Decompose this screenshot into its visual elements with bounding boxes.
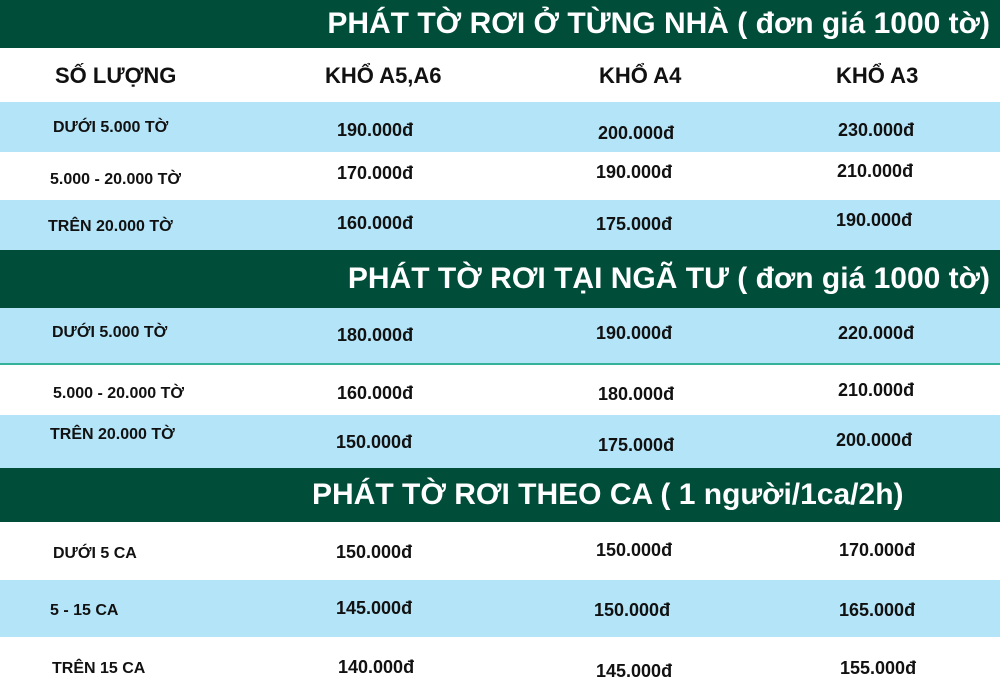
header-a3: KHỔ A3 xyxy=(836,63,919,88)
price-a5-a6: 140.000đ xyxy=(338,657,415,677)
table-row: TRÊN 15 CA 140.000đ 145.000đ 155.000đ xyxy=(0,637,1000,700)
price-a3: 165.000đ xyxy=(839,600,916,620)
price-a4: 200.000đ xyxy=(598,123,675,143)
price-a4: 175.000đ xyxy=(598,435,675,455)
row-label: 5.000 - 20.000 TỜ xyxy=(53,385,185,402)
table-row: 5 - 15 CA 145.000đ 150.000đ 165.000đ xyxy=(0,580,1000,637)
section-banner-door-to-door: PHÁT TỜ RƠI Ở TỪNG NHÀ ( đơn giá 1000 tờ… xyxy=(0,0,1000,48)
header-a5-a6: KHỔ A5,A6 xyxy=(325,63,442,88)
section-title: PHÁT TỜ RƠI TẠI NGÃ TƯ ( đơn giá 1000 tờ… xyxy=(347,262,990,295)
price-a4: 145.000đ xyxy=(596,661,673,681)
price-a5-a6: 160.000đ xyxy=(337,213,414,233)
row-label: TRÊN 20.000 TỜ xyxy=(48,218,173,235)
row-divider xyxy=(0,363,1000,365)
price-a4: 190.000đ xyxy=(596,162,673,182)
column-header-row: SỐ LƯỢNG KHỔ A5,A6 KHỔ A4 KHỔ A3 xyxy=(0,48,1000,102)
price-a4: 150.000đ xyxy=(594,600,671,620)
row-label: DƯỚI 5 CA xyxy=(53,545,137,562)
price-a3: 210.000đ xyxy=(837,161,914,181)
section-title: PHÁT TỜ RƠI THEO CA ( 1 người/1ca/2h) xyxy=(312,478,904,511)
price-a4: 150.000đ xyxy=(596,540,673,560)
price-a3: 170.000đ xyxy=(839,540,916,560)
table-row: TRÊN 20.000 TỜ 160.000đ 175.000đ 190.000… xyxy=(0,200,1000,250)
row-label: TRÊN 20.000 TỜ xyxy=(50,426,175,443)
section-banner-per-shift: PHÁT TỜ RƠI THEO CA ( 1 người/1ca/2h) xyxy=(0,468,1000,522)
header-quantity: SỐ LƯỢNG xyxy=(55,63,177,88)
price-a5-a6: 145.000đ xyxy=(336,598,413,618)
section-banner-intersection: PHÁT TỜ RƠI TẠI NGÃ TƯ ( đơn giá 1000 tờ… xyxy=(0,250,1000,308)
price-a5-a6: 190.000đ xyxy=(337,120,414,140)
table-row: DƯỚI 5.000 TỜ 190.000đ 200.000đ 230.000đ xyxy=(0,102,1000,152)
section-title: PHÁT TỜ RƠI Ở TỪNG NHÀ ( đơn giá 1000 tờ… xyxy=(327,7,990,40)
price-a3: 210.000đ xyxy=(838,380,915,400)
price-a3: 220.000đ xyxy=(838,323,915,343)
row-label: 5.000 - 20.000 TỜ xyxy=(50,171,182,188)
price-a4: 175.000đ xyxy=(596,214,673,234)
price-a5-a6: 160.000đ xyxy=(337,383,414,403)
table-row: 5.000 - 20.000 TỜ 160.000đ 180.000đ 210.… xyxy=(0,365,1000,415)
price-a5-a6: 180.000đ xyxy=(337,325,414,345)
price-a3: 200.000đ xyxy=(836,430,913,450)
price-a3: 190.000đ xyxy=(836,210,913,230)
table-row: 5.000 - 20.000 TỜ 170.000đ 190.000đ 210.… xyxy=(0,152,1000,200)
table-row: DƯỚI 5.000 TỜ 180.000đ 190.000đ 220.000đ xyxy=(0,308,1000,363)
row-label: DƯỚI 5.000 TỜ xyxy=(52,324,168,341)
price-a5-a6: 170.000đ xyxy=(337,163,414,183)
header-a4: KHỔ A4 xyxy=(599,63,682,88)
price-a4: 190.000đ xyxy=(596,323,673,343)
price-a3: 155.000đ xyxy=(840,658,917,678)
row-label: DƯỚI 5.000 TỜ xyxy=(53,119,169,136)
price-a5-a6: 150.000đ xyxy=(336,432,413,452)
price-a5-a6: 150.000đ xyxy=(336,542,413,562)
price-a4: 180.000đ xyxy=(598,384,675,404)
row-label: TRÊN 15 CA xyxy=(52,660,146,677)
price-a3: 230.000đ xyxy=(838,120,915,140)
table-row: DƯỚI 5 CA 150.000đ 150.000đ 170.000đ xyxy=(0,522,1000,580)
row-label: 5 - 15 CA xyxy=(50,602,119,619)
table-row: TRÊN 20.000 TỜ 150.000đ 175.000đ 200.000… xyxy=(0,415,1000,468)
